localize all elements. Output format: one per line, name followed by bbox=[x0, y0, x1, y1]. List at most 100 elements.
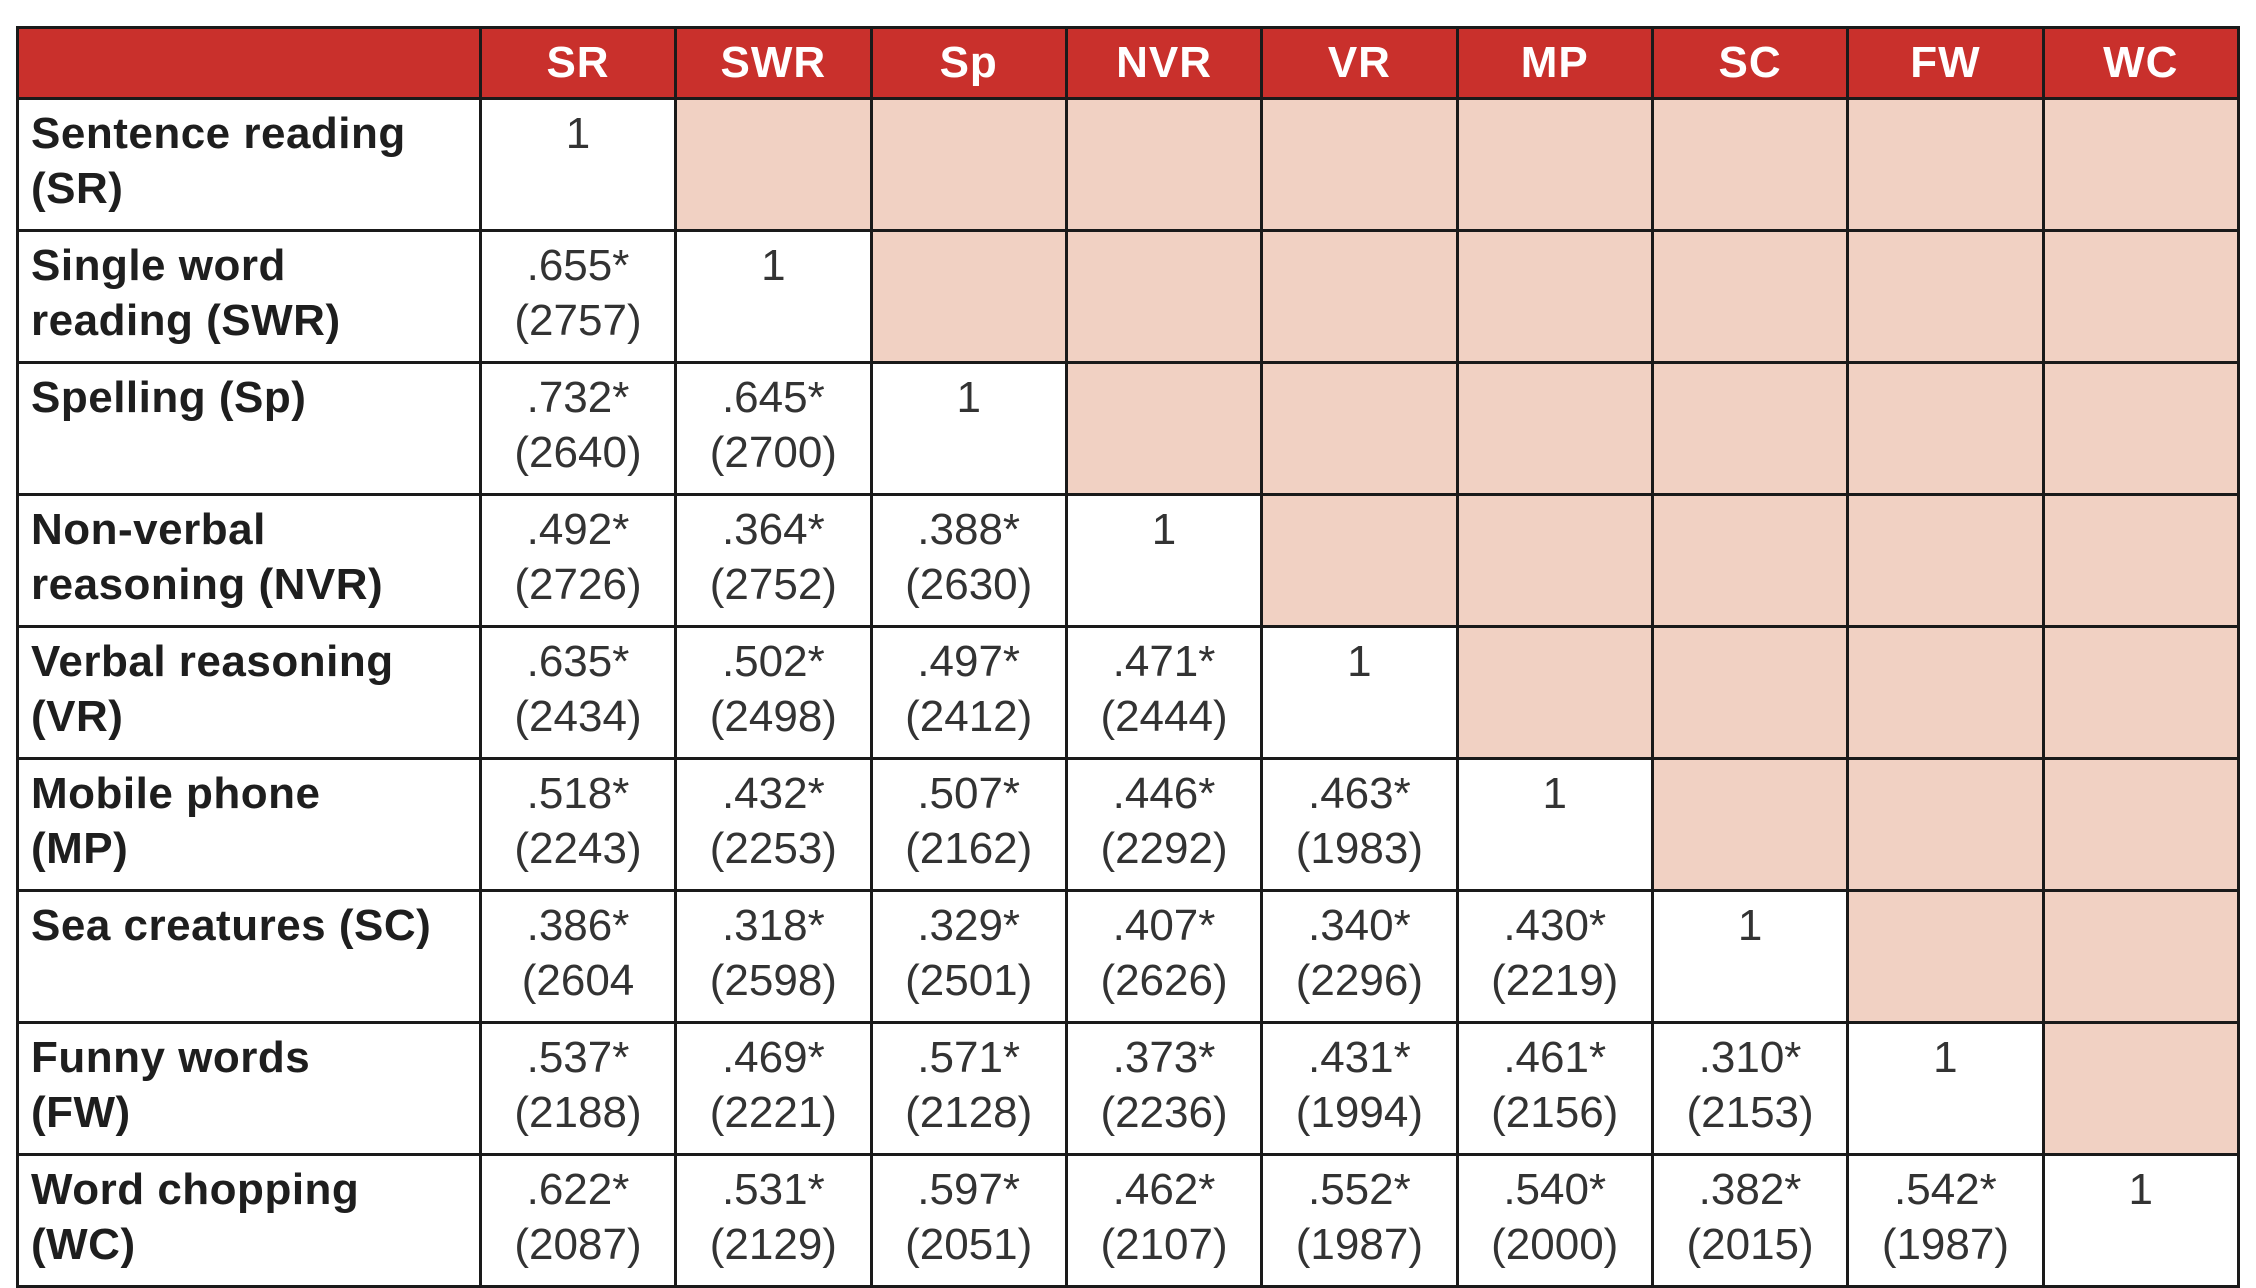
correlation-cell: .571* (2128) bbox=[869, 1021, 1068, 1156]
sample-size: (2626) bbox=[1100, 956, 1228, 1005]
correlation-cell: .518* (2243) bbox=[478, 757, 678, 892]
sample-size: (2236) bbox=[1100, 1088, 1228, 1137]
table-body: Sentence reading (SR) 1 Single word reading … bbox=[16, 97, 2241, 1288]
sample-size: (2243) bbox=[514, 824, 642, 873]
correlation-value: .318* bbox=[721, 901, 825, 950]
correlation-cell: 1 bbox=[478, 97, 678, 232]
sample-size: (2434) bbox=[514, 692, 642, 741]
row-label-line: Mobile phone bbox=[31, 769, 321, 818]
correlation-value: .497* bbox=[917, 637, 1021, 686]
empty-cell bbox=[1650, 229, 1850, 364]
correlation-cell: .622* (2087) bbox=[478, 1153, 678, 1288]
empty-cell bbox=[1064, 361, 1264, 496]
correlation-value: .386* bbox=[526, 901, 630, 950]
empty-cell bbox=[674, 97, 873, 232]
correlation-value: .446* bbox=[1112, 769, 1216, 818]
correlation-table-container: SR SWR Sp NVR VR MP SC FW WC Sentence reading (SR… bbox=[16, 26, 2241, 1288]
sample-size: (2219) bbox=[1491, 956, 1619, 1005]
correlation-value: .507* bbox=[917, 769, 1021, 818]
sample-size: (2292) bbox=[1100, 824, 1228, 873]
correlation-cell: .407* (2626) bbox=[1064, 889, 1264, 1024]
table-row: Verbal reasoning (VR) .635* (2434) .502* (249… bbox=[16, 625, 2241, 760]
correlation-cell: .597* (2051) bbox=[869, 1153, 1068, 1288]
sample-size: (1987) bbox=[1295, 1220, 1423, 1269]
column-header-wc: WC bbox=[2041, 26, 2241, 100]
sample-size: (2498) bbox=[709, 692, 837, 741]
sample-size: (2051) bbox=[905, 1220, 1033, 1269]
empty-cell bbox=[1260, 97, 1459, 232]
row-label-line: (VR) bbox=[31, 692, 124, 741]
empty-cell bbox=[1650, 97, 1850, 232]
sample-size: (2726) bbox=[514, 560, 642, 609]
correlation-value: .382* bbox=[1698, 1165, 1802, 1214]
empty-cell bbox=[1650, 757, 1850, 892]
correlation-value: .431* bbox=[1307, 1033, 1411, 1082]
table-row: Funny words (FW) .537* (2188) .469* (2221) .57… bbox=[16, 1021, 2241, 1156]
row-label-line: Non-verbal bbox=[31, 505, 266, 554]
correlation-cell: .471* (2444) bbox=[1064, 625, 1264, 760]
header-row: SR SWR Sp NVR VR MP SC FW WC bbox=[16, 26, 2241, 100]
empty-cell bbox=[2041, 361, 2241, 496]
correlation-value: 1 bbox=[2128, 1165, 2154, 1214]
correlation-value: .463* bbox=[1307, 769, 1411, 818]
row-label: Single word reading (SWR) bbox=[16, 229, 482, 364]
correlation-value: 1 bbox=[1542, 769, 1567, 818]
correlation-cell: .446* (2292) bbox=[1064, 757, 1264, 892]
correlation-value: .537* bbox=[526, 1033, 630, 1082]
sample-size: (1983) bbox=[1295, 824, 1423, 873]
correlation-cell: .388* (2630) bbox=[869, 493, 1068, 628]
empty-cell bbox=[2041, 97, 2241, 232]
row-label: Sea creatures (SC) bbox=[16, 889, 482, 1024]
correlation-value: 1 bbox=[761, 241, 786, 290]
correlation-cell: .462* (2107) bbox=[1064, 1153, 1264, 1288]
correlation-cell: 1 bbox=[869, 361, 1068, 496]
empty-cell bbox=[2041, 493, 2241, 628]
correlation-value: 1 bbox=[1347, 637, 1372, 686]
correlation-cell: .537* (2188) bbox=[478, 1021, 678, 1156]
correlation-value: .329* bbox=[917, 901, 1021, 950]
column-header-sc: SC bbox=[1650, 26, 1850, 100]
empty-cell bbox=[1260, 229, 1459, 364]
correlation-value: .542* bbox=[1894, 1165, 1997, 1214]
empty-cell bbox=[1455, 361, 1654, 496]
correlation-cell: .552* (1987) bbox=[1260, 1153, 1459, 1288]
correlation-cell: .364* (2752) bbox=[674, 493, 873, 628]
row-label: Spelling (Sp) bbox=[16, 361, 482, 496]
row-label-line: (FW) bbox=[31, 1088, 131, 1137]
row-label-line: reasoning (NVR) bbox=[31, 560, 384, 609]
row-label-line: Sea creatures (SC) bbox=[31, 901, 432, 950]
column-header-vr: VR bbox=[1260, 26, 1459, 100]
correlation-value: 1 bbox=[565, 109, 591, 158]
correlation-cell: 1 bbox=[2041, 1153, 2241, 1288]
row-label: Non-verbal reasoning (NVR) bbox=[16, 493, 482, 628]
empty-cell bbox=[869, 229, 1068, 364]
row-label: Word chopping (WC) bbox=[16, 1153, 482, 1288]
sample-size: (2640) bbox=[514, 428, 642, 477]
empty-cell bbox=[1846, 229, 2045, 364]
row-label-line: reading (SWR) bbox=[31, 296, 341, 345]
correlation-value: .635* bbox=[526, 637, 630, 686]
row-label-line: (SR) bbox=[31, 164, 124, 213]
correlation-cell: .310* (2153) bbox=[1650, 1021, 1850, 1156]
correlation-cell: .645* (2700) bbox=[674, 361, 873, 496]
sample-size: (2000) bbox=[1491, 1220, 1619, 1269]
correlation-cell: .386* (2604 bbox=[478, 889, 678, 1024]
correlation-cell: .431* (1994) bbox=[1260, 1021, 1459, 1156]
row-label-line: Word chopping bbox=[31, 1165, 360, 1214]
correlation-value: 1 bbox=[1151, 505, 1177, 554]
correlation-cell: .635* (2434) bbox=[478, 625, 678, 760]
sample-size: (2221) bbox=[709, 1088, 837, 1137]
correlation-value: .531* bbox=[721, 1165, 825, 1214]
correlation-cell: .469* (2221) bbox=[674, 1021, 873, 1156]
sample-size: (2757) bbox=[514, 296, 642, 345]
correlation-cell: .502* (2498) bbox=[674, 625, 873, 760]
table-row: Mobile phone (MP) .518* (2243) .432* (2253) .5… bbox=[16, 757, 2241, 892]
correlation-value: .462* bbox=[1112, 1165, 1216, 1214]
correlation-cell: .430* (2219) bbox=[1455, 889, 1654, 1024]
correlation-value: .310* bbox=[1698, 1033, 1802, 1082]
correlation-value: 1 bbox=[1933, 1033, 1958, 1082]
correlation-value: .430* bbox=[1503, 901, 1607, 950]
sample-size: (2412) bbox=[905, 692, 1033, 741]
correlation-cell: 1 bbox=[1260, 625, 1459, 760]
correlation-cell: .492* (2726) bbox=[478, 493, 678, 628]
